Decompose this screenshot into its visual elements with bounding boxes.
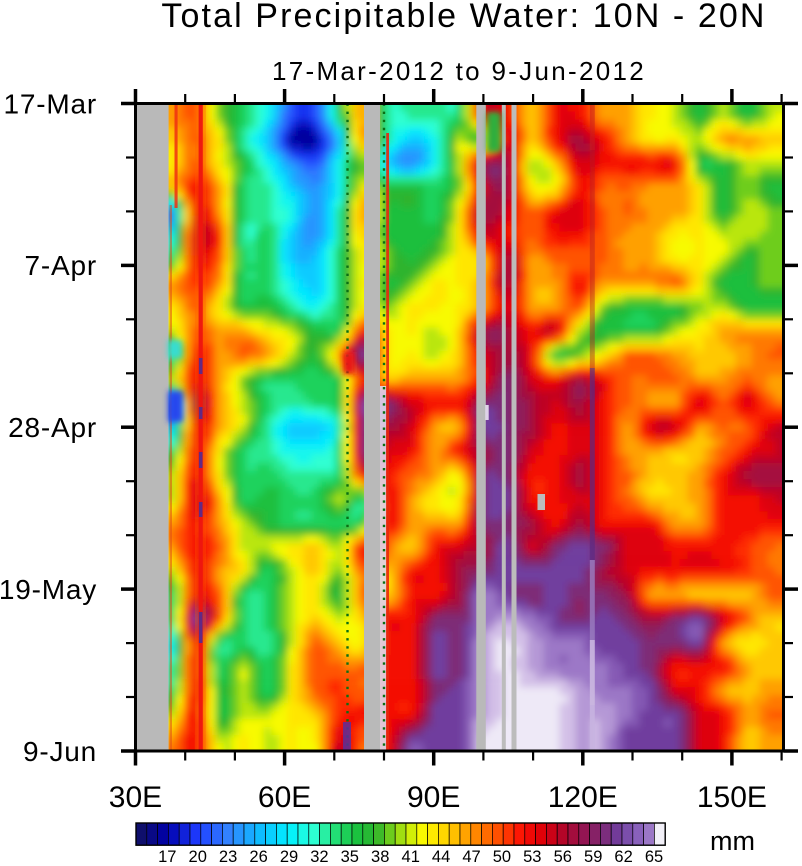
- svg-text:62: 62: [614, 848, 632, 866]
- svg-text:Total Precipitable Water: 10N: Total Precipitable Water: 10N - 20N: [161, 0, 766, 35]
- svg-text:23: 23: [219, 848, 237, 866]
- svg-text:mm: mm: [710, 826, 755, 856]
- svg-text:41: 41: [402, 848, 420, 866]
- svg-text:9-Jun: 9-Jun: [23, 736, 97, 767]
- svg-text:17-Mar-2012 to 9-Jun-2012: 17-Mar-2012 to 9-Jun-2012: [272, 56, 646, 86]
- svg-text:32: 32: [310, 848, 328, 866]
- svg-text:7-Apr: 7-Apr: [25, 250, 97, 281]
- svg-text:53: 53: [523, 848, 541, 866]
- svg-text:19-May: 19-May: [0, 574, 97, 605]
- svg-text:90E: 90E: [407, 781, 460, 814]
- svg-text:60E: 60E: [258, 781, 311, 814]
- svg-text:50: 50: [493, 848, 511, 866]
- svg-text:20: 20: [189, 848, 207, 866]
- svg-text:44: 44: [432, 848, 450, 866]
- svg-text:17-Mar: 17-Mar: [4, 88, 98, 119]
- svg-text:26: 26: [249, 848, 267, 866]
- svg-text:56: 56: [554, 848, 572, 866]
- svg-text:35: 35: [341, 848, 359, 866]
- svg-text:30E: 30E: [109, 781, 162, 814]
- svg-text:150E: 150E: [697, 781, 767, 814]
- svg-text:120E: 120E: [548, 781, 618, 814]
- svg-text:59: 59: [584, 848, 602, 866]
- svg-text:28-Apr: 28-Apr: [8, 412, 97, 443]
- svg-text:47: 47: [462, 848, 480, 866]
- svg-text:17: 17: [158, 848, 176, 866]
- svg-text:38: 38: [371, 848, 389, 866]
- svg-text:29: 29: [280, 848, 298, 866]
- svg-text:65: 65: [645, 848, 663, 866]
